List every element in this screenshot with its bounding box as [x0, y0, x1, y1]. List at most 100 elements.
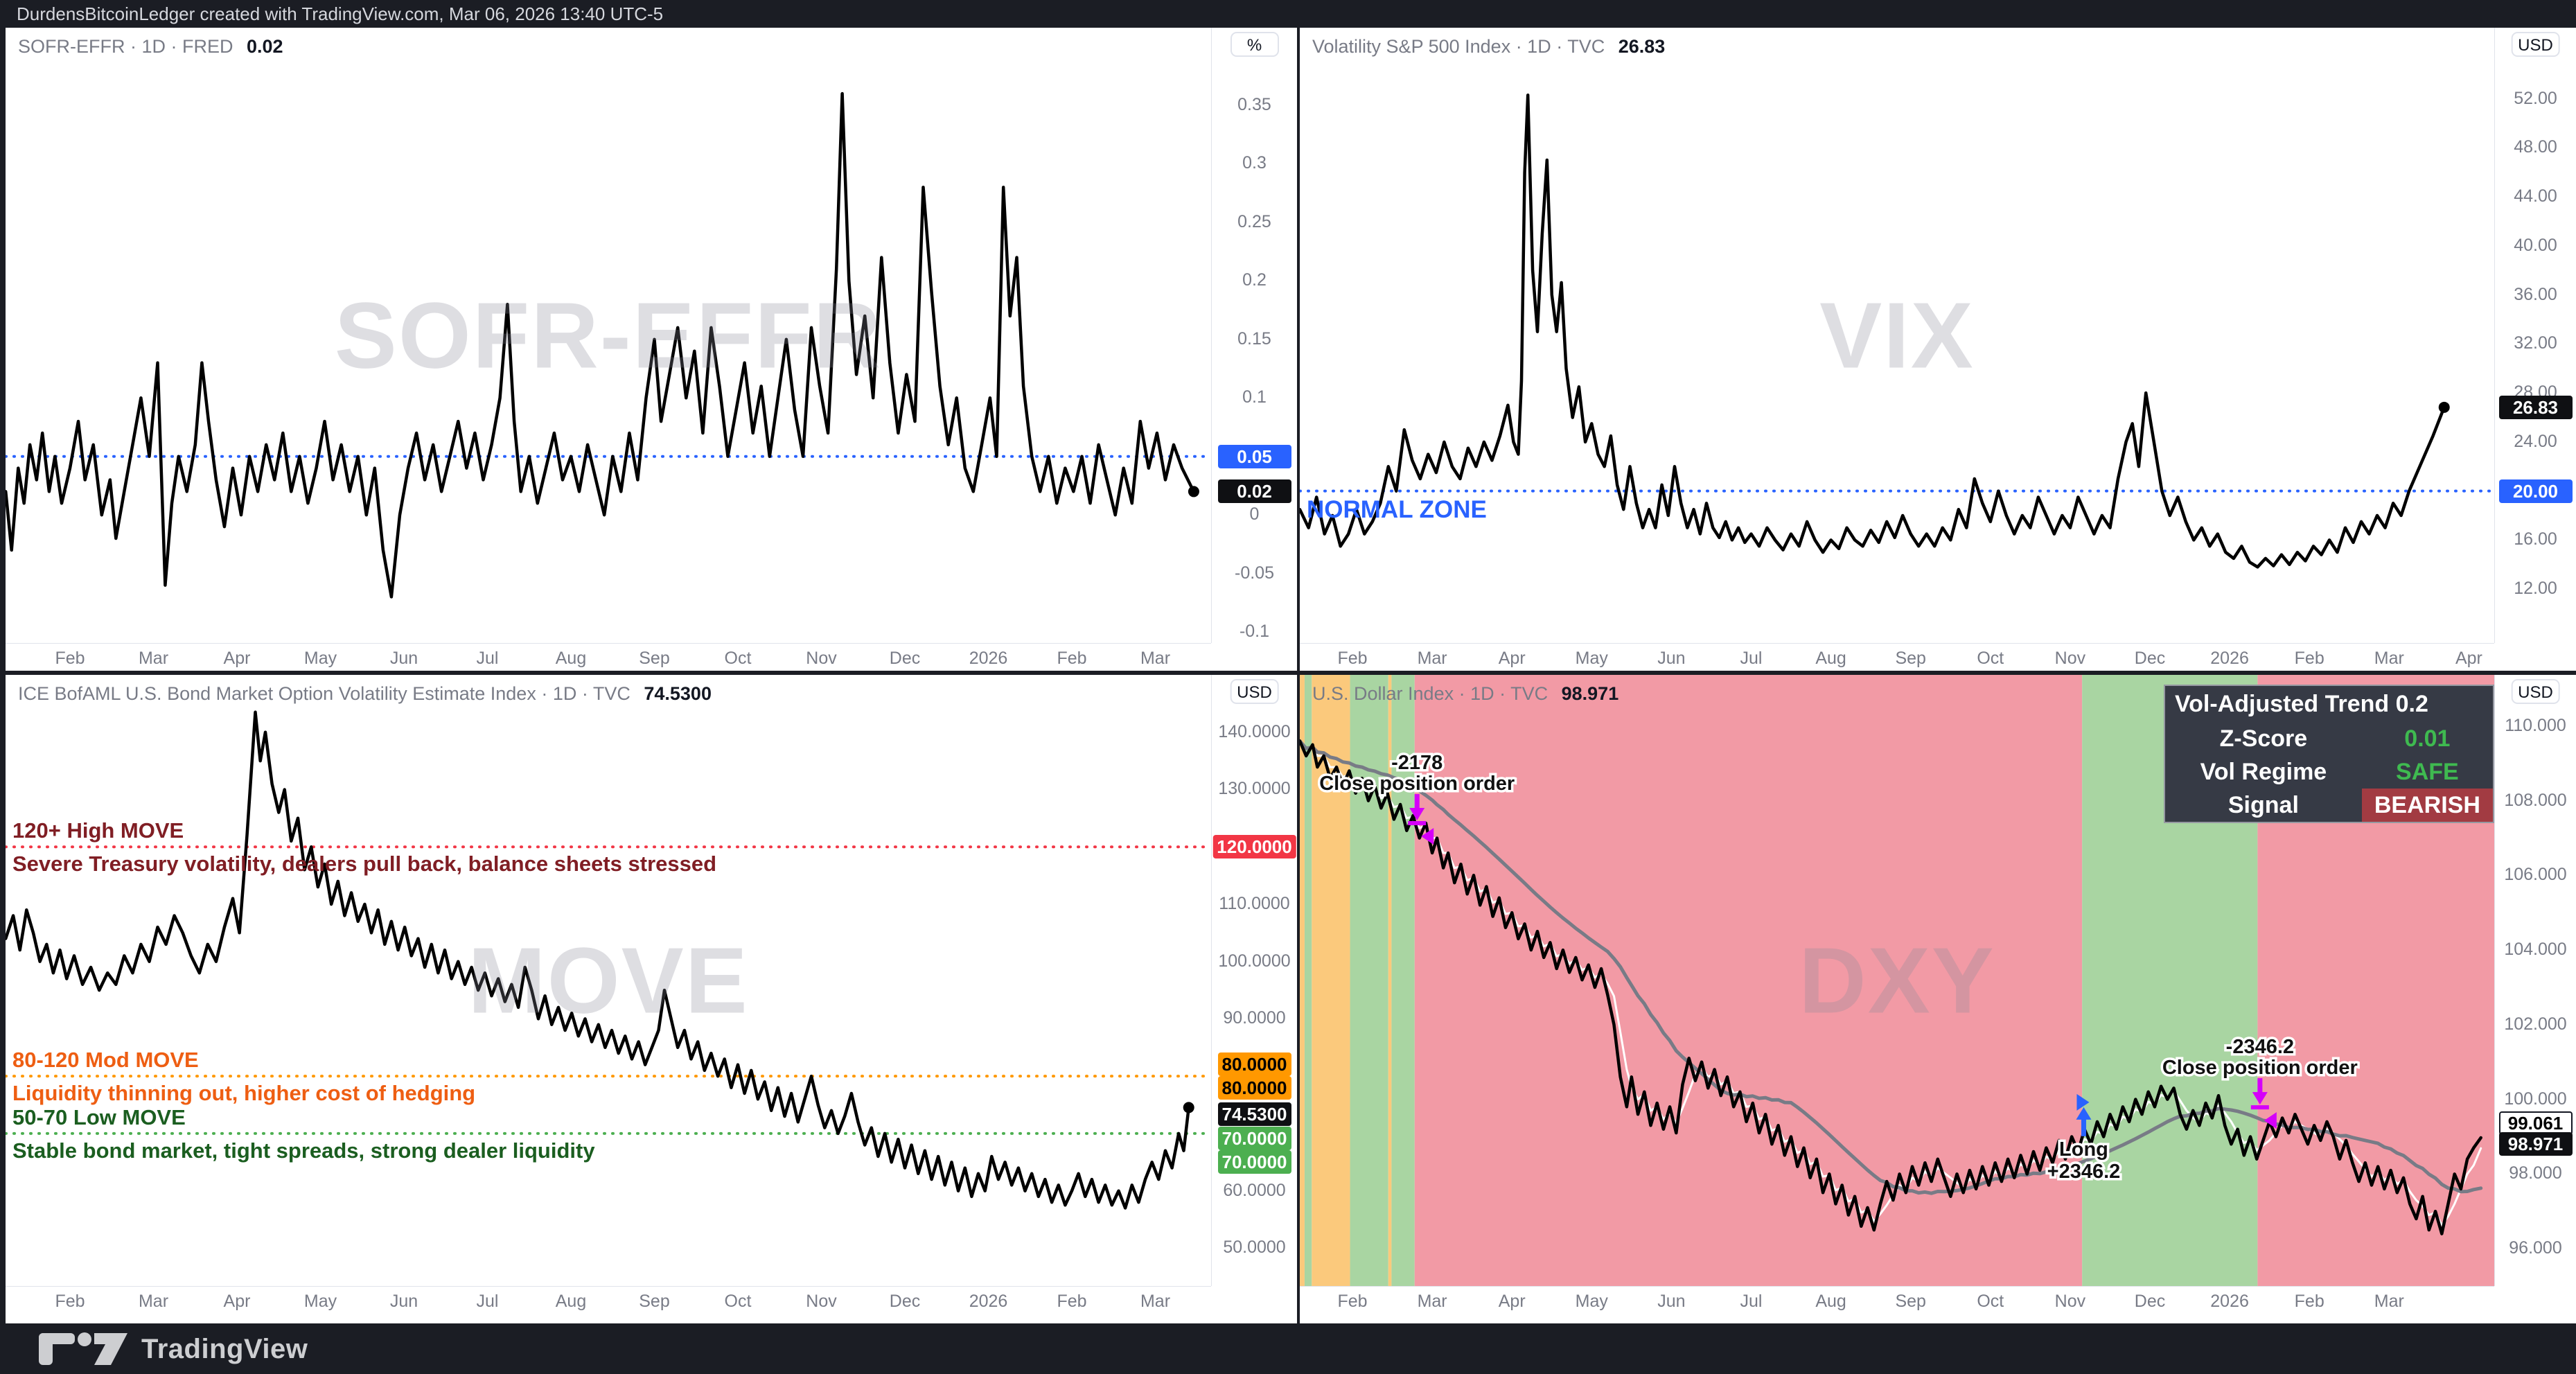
month-label[interactable]: Oct: [1977, 649, 2004, 668]
month-label[interactable]: Mar: [138, 1292, 169, 1311]
row-label: Vol Regime: [2200, 759, 2327, 785]
month-label[interactable]: Feb: [1057, 1292, 1087, 1311]
axis-unit-button[interactable]: USD: [1230, 679, 1279, 704]
month-label[interactable]: Sep: [1895, 649, 1926, 668]
month-label[interactable]: Jul: [476, 1292, 499, 1311]
month-label[interactable]: Feb: [1057, 649, 1087, 668]
symbol-title[interactable]: Volatility S&P 500 Index · 1D · TVC: [1312, 36, 1605, 57]
month-label[interactable]: Aug: [1815, 1292, 1846, 1311]
month-label[interactable]: Jul: [476, 649, 499, 668]
month-label[interactable]: Mar: [1417, 649, 1447, 668]
month-label[interactable]: Jul: [1740, 649, 1763, 668]
month-label[interactable]: Feb: [1337, 1292, 1368, 1311]
month-label[interactable]: Feb: [55, 1292, 85, 1311]
month-label[interactable]: Mar: [1417, 1292, 1447, 1311]
month-label[interactable]: Mar: [1140, 649, 1171, 668]
price-axis-move[interactable]: USD 140.0000 130.0000 110.0000 100.0000 90.00…: [1211, 675, 1297, 1286]
regime-zone: [1414, 675, 2083, 1286]
month-label[interactable]: Apr: [223, 649, 251, 668]
plot-dxy[interactable]: -2178 Close position order Long +2346.2 -234…: [1300, 675, 2494, 1286]
regime-zone: [1388, 675, 1392, 1286]
price-chart-vix[interactable]: [1300, 28, 2494, 643]
plot-vix[interactable]: VIX NORMAL ZONE Volatility S&P 500 Index…: [1300, 28, 2494, 643]
month-label[interactable]: Jul: [1740, 1292, 1763, 1311]
month-label[interactable]: Nov: [2054, 1292, 2086, 1311]
month-label[interactable]: Feb: [2294, 649, 2324, 668]
axis-tick: 60.0000: [1223, 1180, 1286, 1200]
price-chart-move[interactable]: [6, 675, 1211, 1286]
month-label[interactable]: Mar: [1140, 1292, 1171, 1311]
month-label[interactable]: Sep: [1895, 1292, 1926, 1311]
month-label[interactable]: 2026: [969, 1292, 1008, 1311]
month-label[interactable]: Apr: [1498, 649, 1526, 668]
price-axis-vix[interactable]: USD 52.00 48.00 44.00 40.00 36.00 32.00 28.00 24…: [2494, 28, 2576, 643]
axis-tick: 102.000: [2504, 1014, 2567, 1034]
axis-unit-button[interactable]: USD: [2511, 679, 2560, 704]
month-label[interactable]: Mar: [2374, 649, 2404, 668]
month-label[interactable]: Feb: [55, 649, 85, 668]
month-label[interactable]: Jun: [389, 1292, 418, 1311]
month-label[interactable]: Apr: [1498, 1292, 1526, 1311]
month-label[interactable]: Oct: [724, 1292, 752, 1311]
last-value: 74.5300: [644, 683, 712, 704]
axis-tick: 108.000: [2504, 790, 2567, 810]
price-badge: 26.83: [2498, 395, 2573, 419]
month-label[interactable]: Oct: [1977, 1292, 2004, 1311]
month-label[interactable]: Aug: [1815, 649, 1846, 668]
month-label[interactable]: Jun: [1657, 1292, 1686, 1311]
month-label[interactable]: Dec: [2134, 1292, 2166, 1311]
axis-unit-button[interactable]: USD: [2511, 32, 2560, 57]
month-label[interactable]: Aug: [555, 1292, 587, 1311]
month-label[interactable]: Nov: [2054, 649, 2086, 668]
footer-bar: TradingView: [0, 1323, 2576, 1374]
month-label[interactable]: May: [303, 1292, 337, 1311]
plot-sofr-effr[interactable]: SOFR-EFFR SOFR-EFFR · 1D · FRED 0.02: [6, 28, 1211, 643]
axis-unit-button[interactable]: %: [1230, 32, 1279, 57]
month-label[interactable]: Dec: [889, 1292, 921, 1311]
month-label[interactable]: Jun: [389, 649, 418, 668]
chart-legend-dxy[interactable]: U.S. Dollar Index · 1D · TVC 98.971: [1312, 683, 1618, 705]
price-axis-sofr-effr[interactable]: % 0.35 0.3 0.25 0.2 0.15 0.1 0 -0.05 -0.1 0.05 0.02: [1211, 28, 1297, 643]
price-badge: 80.0000: [1217, 1076, 1291, 1100]
month-label[interactable]: Dec: [2134, 649, 2166, 668]
tradingview-logo-icon: [39, 1332, 127, 1365]
month-label[interactable]: Feb: [1337, 649, 1368, 668]
month-label[interactable]: Sep: [639, 649, 670, 668]
chart-legend-move[interactable]: ICE BofAML U.S. Bond Market Option Volat…: [18, 683, 712, 705]
chart-legend-sofr-effr[interactable]: SOFR-EFFR · 1D · FRED 0.02: [18, 36, 283, 58]
month-label[interactable]: Dec: [889, 649, 921, 668]
month-label[interactable]: Sep: [639, 1292, 670, 1311]
month-label[interactable]: Mar: [138, 649, 169, 668]
price-axis-dxy[interactable]: USD 110.000 108.000 106.000 104.000 102.000 10…: [2494, 675, 2576, 1286]
month-label[interactable]: 2026: [969, 649, 1008, 668]
time-axis-move[interactable]: Feb Mar Apr May Jun Jul Aug Sep Oct Nov Dec 2026 Feb…: [6, 1286, 1211, 1323]
month-label[interactable]: Mar: [2374, 1292, 2404, 1311]
time-axis-sofr-effr[interactable]: Feb Mar Apr May Jun Jul Aug Sep Oct Nov Dec 2026 Feb…: [6, 643, 1211, 671]
month-label[interactable]: May: [1575, 1292, 1608, 1311]
axis-tick: -0.1: [1239, 622, 1270, 642]
time-axis-dxy[interactable]: Feb Mar Apr May Jun Jul Aug Sep Oct Nov Dec 2026 Feb…: [1300, 1286, 2494, 1323]
time-axis-vix[interactable]: Feb Mar Apr May Jun Jul Aug Sep Oct Nov Dec 2026 Feb…: [1300, 643, 2494, 671]
symbol-title[interactable]: U.S. Dollar Index · 1D · TVC: [1312, 683, 1549, 704]
month-label[interactable]: May: [303, 649, 337, 668]
z-score-value: 0.01: [2404, 725, 2451, 752]
month-label[interactable]: 2026: [2210, 649, 2249, 668]
month-label[interactable]: Jun: [1657, 649, 1686, 668]
month-label[interactable]: Apr: [2455, 649, 2482, 668]
symbol-title[interactable]: SOFR-EFFR · 1D · FRED: [18, 36, 233, 57]
month-label[interactable]: Oct: [724, 649, 752, 668]
tradingview-logo[interactable]: TradingView: [39, 1332, 308, 1366]
axis-tick: 106.000: [2504, 865, 2567, 885]
month-label[interactable]: Feb: [2294, 1292, 2324, 1311]
month-label[interactable]: Nov: [806, 649, 837, 668]
month-label[interactable]: Nov: [806, 1292, 837, 1311]
month-label[interactable]: 2026: [2210, 1292, 2249, 1311]
month-label[interactable]: May: [1575, 649, 1608, 668]
chart-legend-vix[interactable]: Volatility S&P 500 Index · 1D · TVC 26.8…: [1312, 36, 1665, 58]
price-chart-sofr-effr[interactable]: [6, 28, 1211, 643]
month-label[interactable]: Apr: [223, 1292, 251, 1311]
symbol-title[interactable]: ICE BofAML U.S. Bond Market Option Volat…: [18, 683, 630, 704]
month-label[interactable]: Aug: [555, 649, 587, 668]
plot-move[interactable]: MOVE 120+ High MOVE Severe Treasury vola…: [6, 675, 1211, 1286]
panel-move: MOVE 120+ High MOVE Severe Treasury vola…: [6, 675, 1297, 1323]
